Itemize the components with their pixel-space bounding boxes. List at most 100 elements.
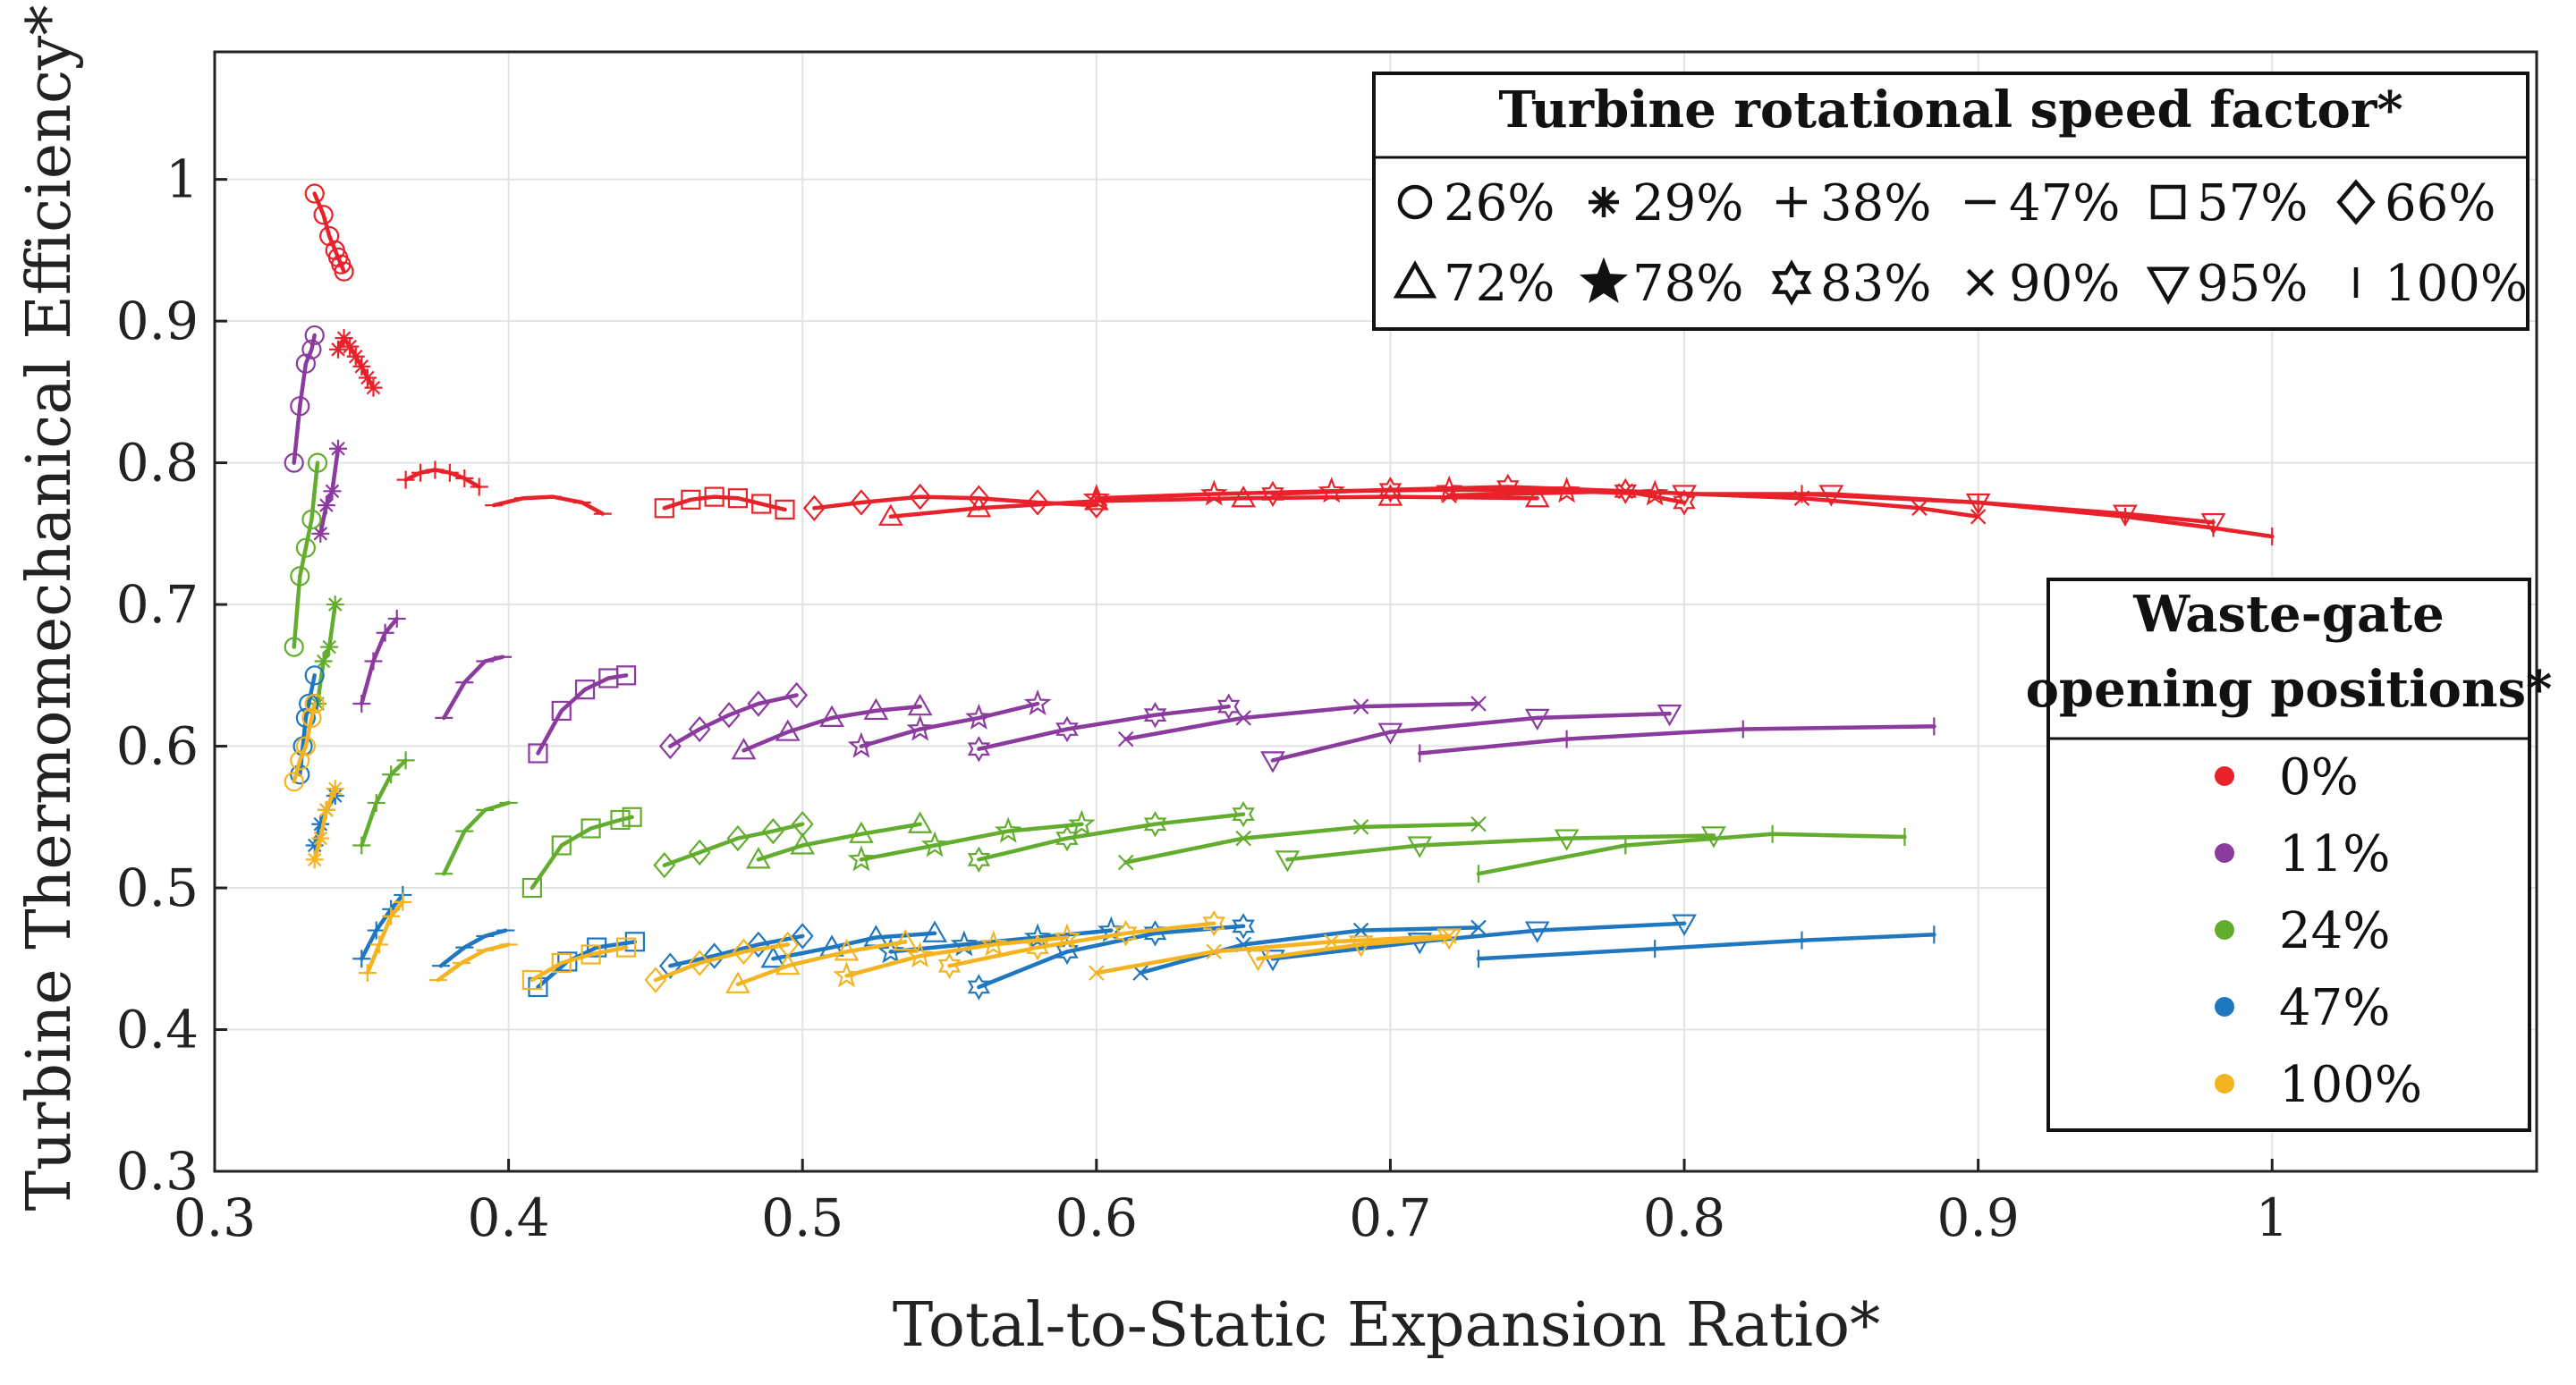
series-wg47-speed100 (1476, 925, 1936, 968)
speed-legend-entry: 66% (2336, 174, 2496, 232)
x-marker (1617, 483, 1634, 500)
circle-marker (290, 566, 310, 587)
series-line (1285, 833, 1716, 862)
hexagram-marker (1143, 701, 1167, 729)
triangle-up-marker (893, 929, 919, 951)
series-line (312, 786, 337, 862)
series-wg11-speed26 (284, 325, 325, 473)
asterisk-marker (326, 595, 344, 614)
x-tick-label: 1 (2256, 1187, 2289, 1248)
series-wg11-speed29 (311, 439, 348, 543)
x-marker (1966, 268, 1995, 297)
wastegate-color-dot (2215, 1074, 2234, 1094)
square-marker (587, 937, 607, 958)
data-series (284, 183, 2275, 1001)
hexagram-marker (1673, 489, 1696, 516)
series-wg0-speed38 (396, 460, 488, 496)
diamond-marker (658, 732, 682, 760)
series-wg11-speed72 (731, 693, 933, 760)
circle-marker (295, 353, 316, 374)
triangle-down-marker (1377, 722, 1403, 745)
y-axis-ticks: 0.3 0.4 0.5 0.6 0.7 0.8 0.9 1 (116, 149, 227, 1202)
series-wg100-speed95 (1245, 928, 1462, 972)
plus-marker (382, 907, 401, 925)
speed-legend-entry: 95% (2146, 255, 2308, 313)
triangle-up-marker (790, 832, 816, 855)
wastegate-legend-entry: 0% (2215, 748, 2359, 807)
series-line (741, 704, 922, 753)
series-wg47-speed95 (1260, 914, 1697, 972)
x-marker (1117, 731, 1134, 747)
x-marker (1970, 509, 1987, 525)
x-marker (1470, 696, 1487, 712)
series-wg24-speed66 (653, 811, 814, 879)
speed-legend-label: 38% (1820, 174, 1931, 232)
star-marker (1579, 257, 1629, 304)
star-marker (906, 714, 934, 741)
asterisk-marker (305, 836, 324, 855)
plus-marker (411, 463, 430, 482)
star-marker (833, 961, 860, 988)
square-marker (2150, 184, 2186, 220)
star-marker (1023, 923, 1052, 950)
square-marker (615, 665, 637, 686)
square-marker (775, 499, 795, 519)
wastegate-legend-label: 100% (2279, 1056, 2422, 1114)
asterisk-marker (311, 815, 330, 833)
series-line (403, 468, 481, 489)
asterisk-marker (352, 357, 371, 376)
diamond-marker (717, 701, 741, 729)
triangle-up-marker (1393, 260, 1437, 299)
circle-marker (307, 452, 328, 473)
plus-marker (370, 935, 389, 954)
star-marker (847, 731, 876, 758)
asterisk-marker (341, 337, 360, 356)
plus-marker (367, 793, 386, 812)
square-marker (574, 680, 596, 700)
asterisk-marker (329, 340, 348, 359)
star-marker (994, 816, 1022, 843)
triangle-up-marker (1231, 485, 1257, 508)
diamond-marker (688, 950, 711, 976)
star-marker (906, 941, 934, 968)
square-marker (580, 818, 601, 839)
speed-legend-entry: 100% (2353, 255, 2528, 313)
series-wg11-speed57 (528, 665, 637, 764)
series-line (653, 942, 791, 983)
speed-legend-label: 90% (2009, 255, 2120, 313)
series-line (1256, 935, 1452, 961)
asterisk-marker (364, 378, 383, 397)
wastegate-legend-box (2046, 578, 2531, 1132)
diamond-marker (703, 942, 726, 969)
y-axis-label: Turbine Thermomechanical Efficiency* (14, 5, 85, 1212)
diamond-marker (1026, 489, 1049, 516)
diamond-marker (850, 489, 873, 516)
plus-marker (358, 964, 377, 983)
square-marker (580, 944, 601, 965)
square-marker (622, 807, 642, 827)
triangle-down-marker (1672, 485, 1697, 507)
diamond-marker (733, 938, 755, 966)
hexagram-marker (967, 735, 991, 763)
star-marker (979, 930, 1008, 957)
series-wg0-speed29 (329, 329, 383, 397)
series-line (365, 899, 405, 975)
diamond-marker (747, 931, 770, 959)
circle-marker (304, 693, 325, 714)
speed-legend-label: 47% (2009, 174, 2120, 232)
circle-marker (290, 396, 310, 417)
plus-marker (470, 477, 488, 496)
series-line (1123, 822, 1481, 865)
circle-marker (1397, 184, 1433, 220)
y-tick-label: 1 (165, 149, 199, 210)
star-marker (1023, 688, 1052, 716)
circle-marker (295, 537, 316, 558)
wastegate-legend: Waste-gate opening positions* 0% 11% 24% 47… (2026, 578, 2552, 1132)
series-line (442, 654, 505, 721)
plus-marker (382, 765, 401, 784)
hexagram-marker (1496, 473, 1520, 501)
star-marker (877, 937, 905, 964)
diamond-marker (658, 952, 682, 979)
y-tick-label: 0.8 (116, 433, 199, 494)
